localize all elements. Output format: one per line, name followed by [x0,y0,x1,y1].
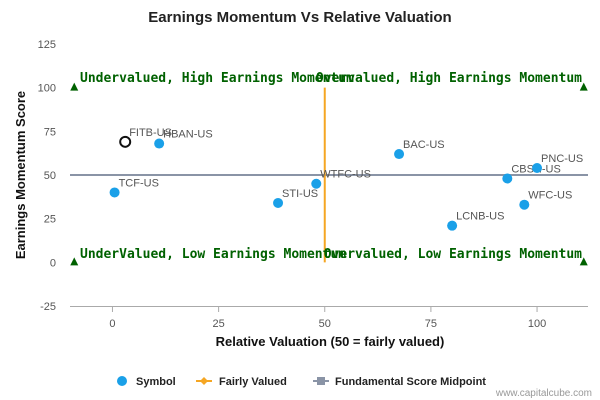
y-tick-label: -25 [40,301,56,313]
data-point-label: WFC-US [528,190,572,202]
y-tick-label: 100 [38,83,56,95]
quadrant-marker-triangle [70,257,79,266]
legend-fairly-valued-label: Fairly Valued [219,376,287,388]
x-tick-label: 75 [425,318,437,330]
y-tick-label: 25 [44,214,56,226]
data-point-label: FITB-US [129,127,172,139]
y-tick-label: 0 [50,257,56,269]
quadrant-label-top-left: Undervalued, High Earnings Momentum [80,71,354,86]
legend-symbol-marker [117,376,127,386]
quadrant-label-bottom-left: UnderValued, Low Earnings Momentum [80,247,346,262]
data-point-label: PNC-US [541,153,583,165]
credit-text: www.capitalcube.com [495,388,592,399]
y-axis-ticks: -25 0 25 50 75 100 125 [38,39,56,313]
data-point-highlighted[interactable] [119,135,132,148]
legend-item-fundamental-midpoint[interactable]: Fundamental Score Midpoint [313,376,486,388]
x-tick-label: 50 [319,318,331,330]
x-tick-label: 25 [212,318,224,330]
quadrant-marker-triangle [579,257,588,266]
data-point-label: TCF-US [119,177,159,189]
legend-item-fairly-valued[interactable]: Fairly Valued [196,376,287,388]
data-point[interactable] [394,149,405,160]
data-point-label: BAC-US [403,139,445,151]
quadrant-label-top-right: Overvalued, High Earnings Momentum [316,71,582,86]
legend-midpoint-label: Fundamental Score Midpoint [335,376,486,388]
x-tick-label: 100 [528,318,546,330]
x-axis-ticks: 0 25 50 75 100 [70,306,588,330]
data-point[interactable] [154,138,165,149]
data-point-label: LCNB-US [456,211,504,223]
quadrant-marker-triangle [579,82,588,91]
legend-fairly-valued-marker [200,377,208,385]
data-point[interactable] [273,197,284,208]
chart-title: Earnings Momentum Vs Relative Valuation [148,9,451,26]
x-axis-label: Relative Valuation (50 = fairly valued) [216,334,445,349]
quadrant-label-bottom-right: Overvalued, Low Earnings Momentum [324,247,582,262]
data-point[interactable] [109,187,120,198]
quadrant-markers [70,82,588,266]
data-point-label: STI-US [282,188,318,200]
legend-midpoint-marker [317,377,325,385]
legend: Symbol Fairly Valued Fundamental Score M… [117,376,486,388]
reference-lines [70,87,588,263]
legend-item-symbol[interactable]: Symbol [117,376,176,388]
data-point-label: WTFC-US [320,169,371,181]
data-point[interactable] [519,199,530,210]
y-tick-label: 125 [38,39,56,51]
y-axis-label: Earnings Momentum Score [13,91,28,259]
data-point[interactable] [311,178,322,189]
x-tick-label: 0 [109,318,115,330]
quadrant-marker-triangle [70,82,79,91]
y-tick-label: 75 [44,126,56,138]
y-tick-label: 50 [44,170,56,182]
quadrant-labels: Undervalued, High Earnings Momentum Over… [80,71,582,262]
data-point[interactable] [447,220,458,231]
legend-symbol-label: Symbol [136,376,176,388]
data-point-label: HBAN-US [163,129,213,141]
data-point[interactable] [502,173,513,184]
data-point[interactable] [532,163,543,174]
